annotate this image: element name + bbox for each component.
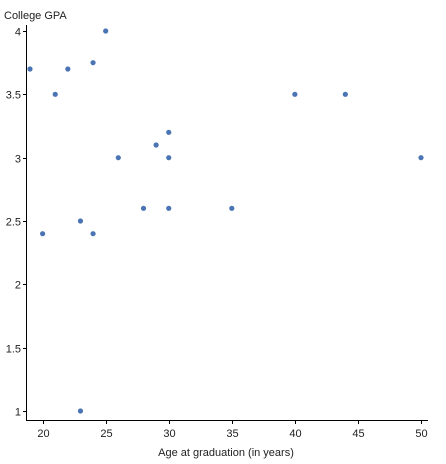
- data-point: [40, 231, 46, 237]
- x-tick-label: 30: [163, 428, 175, 440]
- x-tick-label: 50: [415, 428, 427, 440]
- data-point: [166, 129, 172, 135]
- data-point: [115, 155, 121, 161]
- data-points: [27, 28, 424, 414]
- data-point: [166, 205, 172, 211]
- x-axis-title: Age at graduation (in years): [158, 447, 294, 459]
- data-point: [90, 231, 96, 237]
- data-point: [292, 91, 298, 97]
- x-ticks: 20 25 30 35 40 45 50: [37, 420, 428, 440]
- data-point: [103, 28, 109, 34]
- data-point: [52, 91, 58, 97]
- data-point: [229, 205, 235, 211]
- y-tick-label: 1: [15, 407, 21, 419]
- x-tick-label: 25: [100, 428, 112, 440]
- data-point: [342, 91, 348, 97]
- y-tick-label: 2: [15, 280, 21, 292]
- y-tick-label: 1.5: [6, 344, 21, 356]
- y-axis-title: College GPA: [4, 10, 67, 22]
- axes: [26, 25, 428, 421]
- data-point: [418, 155, 424, 161]
- y-ticks: 1 1.5 2 2.5 3 3.5 4: [6, 27, 26, 419]
- x-tick-label: 35: [226, 428, 238, 440]
- data-point: [77, 408, 84, 414]
- x-tick-label: 45: [352, 428, 364, 440]
- x-tick-label: 20: [37, 428, 49, 440]
- y-tick-label: 2.5: [6, 217, 21, 229]
- data-point: [27, 66, 33, 72]
- x-tick-label: 40: [289, 428, 301, 440]
- data-point: [140, 205, 147, 211]
- data-point: [65, 66, 71, 72]
- y-tick-label: 4: [15, 27, 21, 39]
- data-point: [166, 155, 172, 161]
- data-point: [77, 218, 84, 224]
- data-point: [90, 60, 96, 66]
- y-tick-label: 3: [15, 154, 21, 166]
- data-point: [153, 142, 159, 148]
- y-tick-label: 3.5: [6, 90, 21, 102]
